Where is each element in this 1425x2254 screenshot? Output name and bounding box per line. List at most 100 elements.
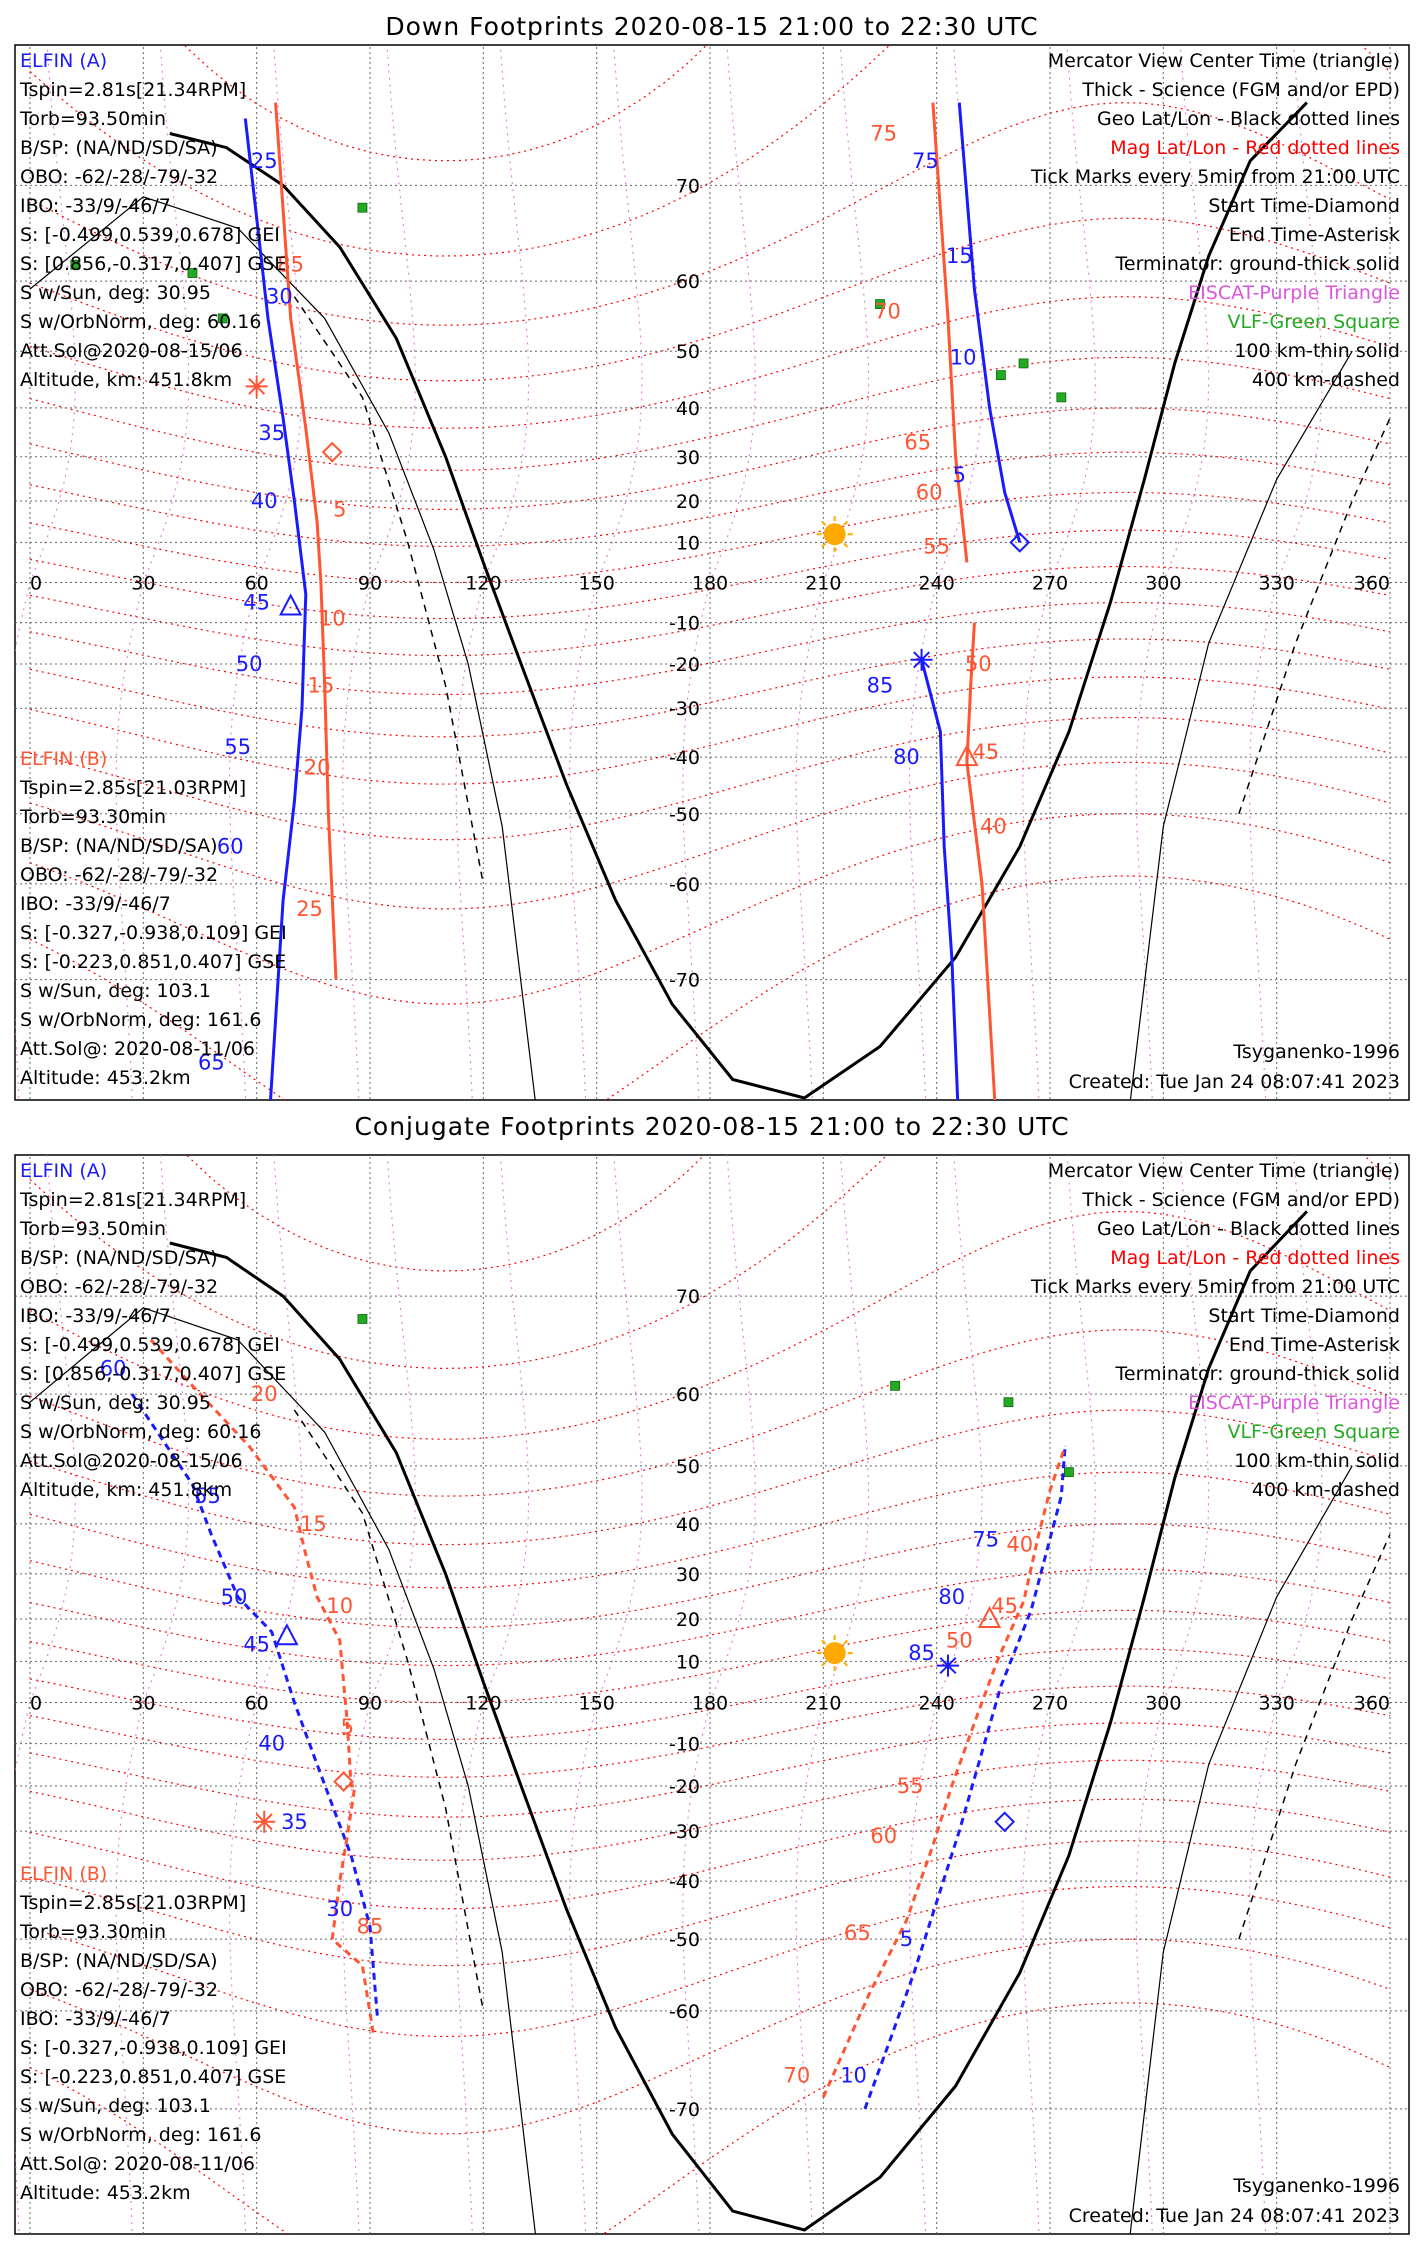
track-time-tick-label: 55 bbox=[224, 735, 251, 759]
track-time-tick-label: 45 bbox=[991, 1594, 1018, 1618]
track-time-tick-label: 5 bbox=[900, 1927, 913, 1951]
lon-tick-label: 150 bbox=[579, 1693, 615, 1715]
terminator-400km bbox=[293, 1409, 485, 2012]
track-time-tick-label: 60 bbox=[217, 835, 244, 859]
lon-tick-label: 270 bbox=[1032, 1693, 1068, 1715]
lat-tick-label: 20 bbox=[676, 1609, 700, 1631]
geo-grid bbox=[15, 45, 1409, 1100]
footprint-track-elfin-b bbox=[149, 1338, 376, 2037]
track-time-tick-label: 85 bbox=[277, 253, 304, 277]
elfin-b-info-line: IBO: -33/9/-46/7 bbox=[20, 2008, 171, 2030]
lon-tick-label: 60 bbox=[245, 1693, 269, 1715]
lon-tick-label: 60 bbox=[245, 573, 269, 595]
lat-tick-label: 40 bbox=[676, 398, 700, 420]
track-time-tick-label: 10 bbox=[950, 345, 977, 369]
elfin-a-info-line: S w/OrbNorm, deg: 60.16 bbox=[20, 311, 261, 333]
track-time-tick-label: 25 bbox=[251, 149, 278, 173]
track-time-tick-label: 35 bbox=[281, 1810, 308, 1834]
asterisk-stroke bbox=[248, 377, 266, 395]
map-area: 0 30 60 90 120 150 180 210 240 270 300 330 360 70 60 50… bbox=[15, 1155, 1409, 2234]
elfin-b-info-line: S: [-0.223,0.851,0.407] GSE bbox=[20, 951, 286, 973]
end-time-asterisk-icon bbox=[245, 375, 268, 398]
track-time-tick-label: 15 bbox=[946, 244, 973, 268]
legend-line: VLF-Green Square bbox=[1227, 1421, 1400, 1443]
asterisk-stroke bbox=[255, 1813, 273, 1831]
lat-tick-label: 20 bbox=[676, 491, 700, 513]
lat-tick-label: -60 bbox=[669, 2001, 700, 2023]
footprint-track-elfin-b bbox=[965, 622, 997, 1100]
track-time-tick-label: 30 bbox=[266, 285, 293, 309]
track-time-tick-label: 70 bbox=[784, 2063, 811, 2087]
lon-tick-label: 180 bbox=[692, 1693, 728, 1715]
terminator-ground bbox=[169, 101, 1308, 1100]
sun-disc bbox=[823, 523, 846, 546]
legend-line: Geo Lat/Lon - Black dotted lines bbox=[1097, 1218, 1400, 1240]
center-time-triangle-icon bbox=[955, 743, 979, 767]
mag-lon-line bbox=[568, 1155, 643, 2234]
asterisk-stroke bbox=[913, 651, 931, 669]
legend-line: Start Time-Diamond bbox=[1208, 195, 1400, 217]
elfin-a-info-line: IBO: -33/9/-46/7 bbox=[20, 1305, 171, 1327]
mag-lat-line bbox=[29, 1798, 1391, 1910]
mag-lon-line bbox=[1022, 1155, 1096, 2234]
elfin-b-info-line: Tspin=2.85s[21.03RPM] bbox=[19, 1892, 246, 1914]
track-time-tick-label: 40 bbox=[258, 1732, 285, 1756]
lat-tick-label: 60 bbox=[676, 1384, 700, 1406]
lon-tick-label: 120 bbox=[465, 573, 501, 595]
terminator-100km-right bbox=[1129, 1465, 1353, 2234]
end-time-asterisk-icon bbox=[253, 1810, 276, 1833]
track-time-tick-label: 10 bbox=[319, 607, 346, 631]
sun-ray bbox=[843, 520, 849, 526]
track-time-tick-label: 85 bbox=[908, 1641, 935, 1665]
track-time-tick-label: 40 bbox=[251, 489, 278, 513]
track-time-tick-label: 60 bbox=[916, 480, 943, 504]
lon-tick-label: 120 bbox=[465, 1693, 501, 1715]
lat-tick-label: -20 bbox=[669, 654, 700, 676]
elfin-b-info-line: OBO: -62/-28/-79/-32 bbox=[20, 864, 218, 886]
track-time-tick-label: 75 bbox=[972, 1528, 999, 1552]
mag-lat-line bbox=[29, 1210, 1391, 1440]
elfin-a-info-line: B/SP: (NA/ND/SD/SA) bbox=[20, 1247, 218, 1269]
lat-tick-label: 70 bbox=[676, 175, 700, 197]
legend-line: Mercator View Center Time (triangle) bbox=[1048, 1160, 1400, 1182]
elfin-b-name: ELFIN (B) bbox=[20, 1863, 107, 1885]
track-time-tick-label: 65 bbox=[198, 1050, 225, 1074]
lat-tick-label: 30 bbox=[676, 1564, 700, 1586]
elfin-b-info-line: S: [-0.223,0.851,0.407] GSE bbox=[20, 2066, 286, 2088]
elfin-b-info-line: B/SP: (NA/ND/SD/SA) bbox=[20, 835, 218, 857]
legend-line: 400 km-dashed bbox=[1252, 369, 1400, 391]
created-label: Created: Tue Jan 24 08:07:41 2023 bbox=[1069, 1071, 1400, 1093]
sun-ray bbox=[843, 1639, 849, 1645]
terminator-ground bbox=[169, 1210, 1308, 2232]
track-time-tick-label: 10 bbox=[840, 2063, 867, 2087]
track-time-tick-label: 5 bbox=[333, 497, 346, 521]
lon-tick-label: 180 bbox=[692, 573, 728, 595]
vlf-square-icon bbox=[1056, 392, 1067, 403]
mag-lat-line bbox=[29, 1609, 1391, 1704]
elfin-a-info-line: S: [-0.499,0.539,0.678] GEI bbox=[20, 224, 280, 246]
elfin-a-info-line: S w/Sun, deg: 30.95 bbox=[20, 282, 211, 304]
track-time-tick-label: 85 bbox=[867, 674, 894, 698]
lon-tick-label: 150 bbox=[579, 573, 615, 595]
lat-tick-label: 60 bbox=[676, 271, 700, 293]
end-time-asterisk-icon bbox=[910, 648, 933, 671]
vlf-square-icon bbox=[875, 299, 885, 309]
track-time-tick-label: 30 bbox=[326, 1897, 353, 1921]
legend-line: Geo Lat/Lon - Black dotted lines bbox=[1097, 108, 1400, 130]
footprint-track-elfin-a bbox=[243, 118, 308, 1100]
sun-ray bbox=[843, 542, 849, 548]
track-time-tick-label: 60 bbox=[100, 1356, 127, 1380]
track-time-tick-label: 55 bbox=[897, 1774, 924, 1798]
legend-line: Thick - Science (FGM and/or EPD) bbox=[1081, 1189, 1400, 1211]
track-time-tick-label: 80 bbox=[938, 1585, 965, 1609]
legend-line: Mag Lat/Lon - Red dotted lines bbox=[1110, 1247, 1400, 1269]
elfin-b-info-line: Altitude: 453.2km bbox=[20, 1067, 191, 1089]
track-time-tick-label: 50 bbox=[236, 652, 263, 676]
elfin-a-info-line: Att.Sol@2020-08-15/06 bbox=[20, 1450, 243, 1472]
elfin-b-info-line: IBO: -33/9/-46/7 bbox=[20, 893, 171, 915]
created-label: Created: Tue Jan 24 08:07:41 2023 bbox=[1069, 2205, 1400, 2227]
model-label: Tsyganenko-1996 bbox=[1232, 1041, 1400, 1063]
lon-tick-label: 330 bbox=[1259, 1693, 1295, 1715]
terminator-100km bbox=[29, 1307, 537, 2234]
lat-tick-label: -60 bbox=[669, 874, 700, 896]
